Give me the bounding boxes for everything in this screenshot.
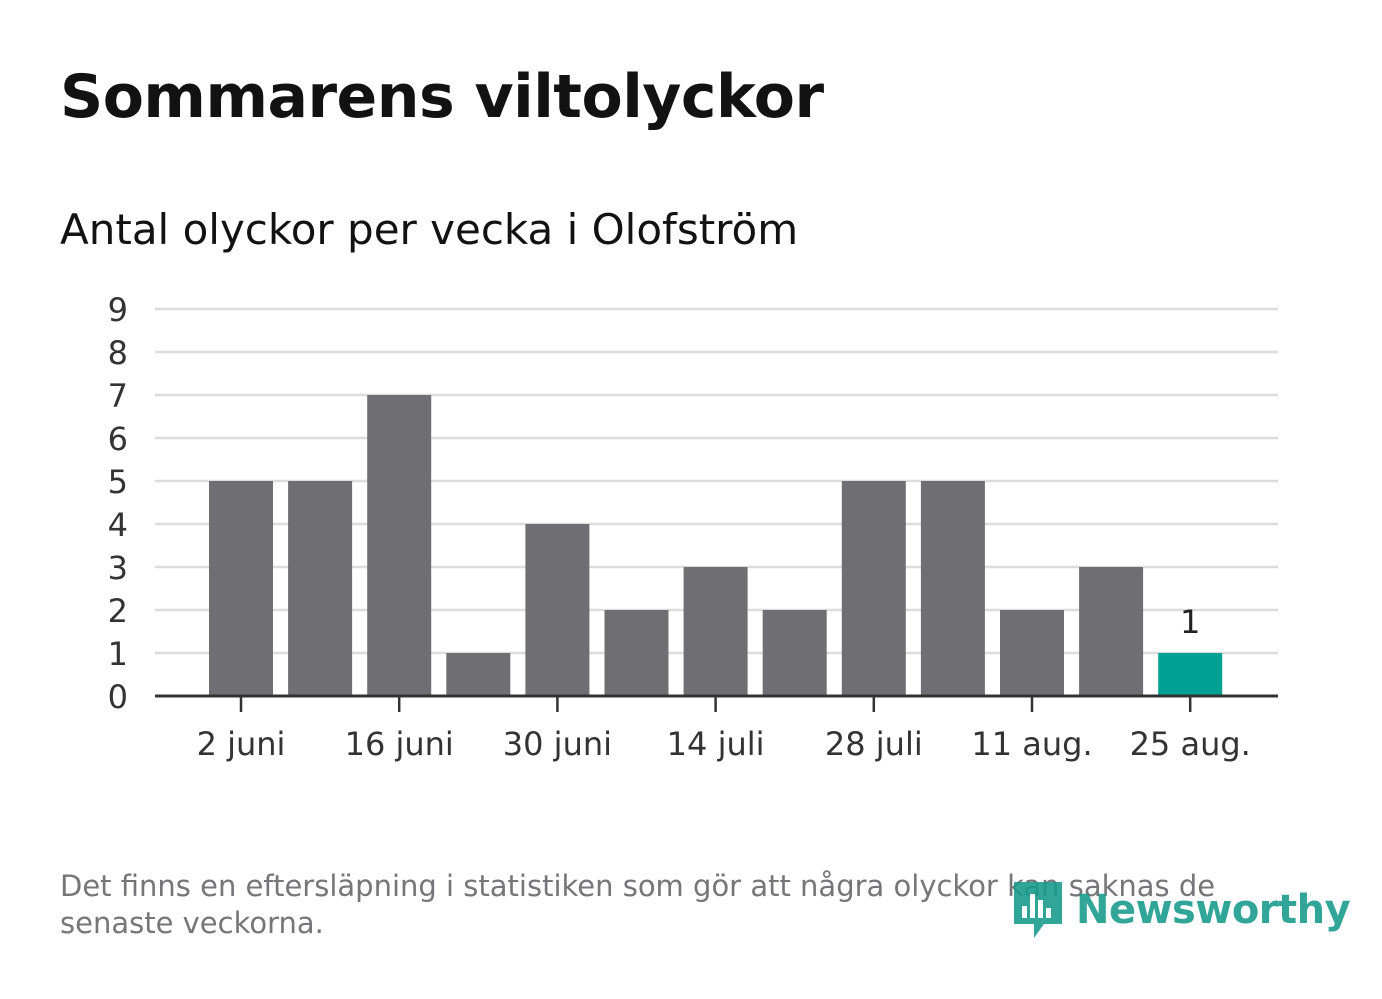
bar bbox=[1079, 567, 1144, 696]
y-tick-label: 3 bbox=[108, 549, 128, 587]
x-tick-label: 25 aug. bbox=[1130, 725, 1251, 763]
y-tick-label: 0 bbox=[108, 678, 128, 716]
y-tick-label: 8 bbox=[108, 334, 128, 372]
y-tick-label: 5 bbox=[108, 463, 128, 501]
bar bbox=[762, 610, 827, 696]
y-tick-label: 9 bbox=[108, 291, 128, 329]
data-label: 1 bbox=[1180, 603, 1200, 641]
chart-title: Sommarens viltolyckor bbox=[60, 62, 824, 132]
bar bbox=[525, 524, 590, 696]
x-tick-label: 2 juni bbox=[197, 725, 286, 763]
bar bbox=[683, 567, 748, 696]
bar bbox=[367, 395, 432, 696]
bar bbox=[209, 481, 273, 696]
logo-text: Newsworthy bbox=[1076, 887, 1351, 933]
x-tick-label: 14 juli bbox=[667, 725, 765, 763]
bar bbox=[446, 653, 511, 696]
bar bbox=[1000, 610, 1064, 696]
chart-subtitle: Antal olyckor per vecka i Olofström bbox=[60, 205, 799, 254]
x-tick-label: 11 aug. bbox=[971, 725, 1092, 763]
x-tick-label: 30 juni bbox=[503, 725, 612, 763]
x-tick-label: 16 juni bbox=[345, 725, 454, 763]
newsworthy-chart-icon bbox=[1014, 882, 1062, 938]
y-tick-label: 1 bbox=[108, 635, 128, 673]
x-tick-label: 28 juli bbox=[825, 725, 923, 763]
y-tick-label: 7 bbox=[108, 377, 128, 415]
bar bbox=[841, 481, 906, 696]
bar bbox=[288, 481, 353, 696]
bar bbox=[920, 481, 985, 696]
y-tick-label: 6 bbox=[108, 420, 128, 458]
bar bbox=[1158, 653, 1223, 696]
y-tick-label: 4 bbox=[108, 506, 128, 544]
y-tick-label: 2 bbox=[108, 592, 128, 630]
bar bbox=[604, 610, 669, 696]
newsworthy-logo: Newsworthy bbox=[1010, 878, 1351, 942]
